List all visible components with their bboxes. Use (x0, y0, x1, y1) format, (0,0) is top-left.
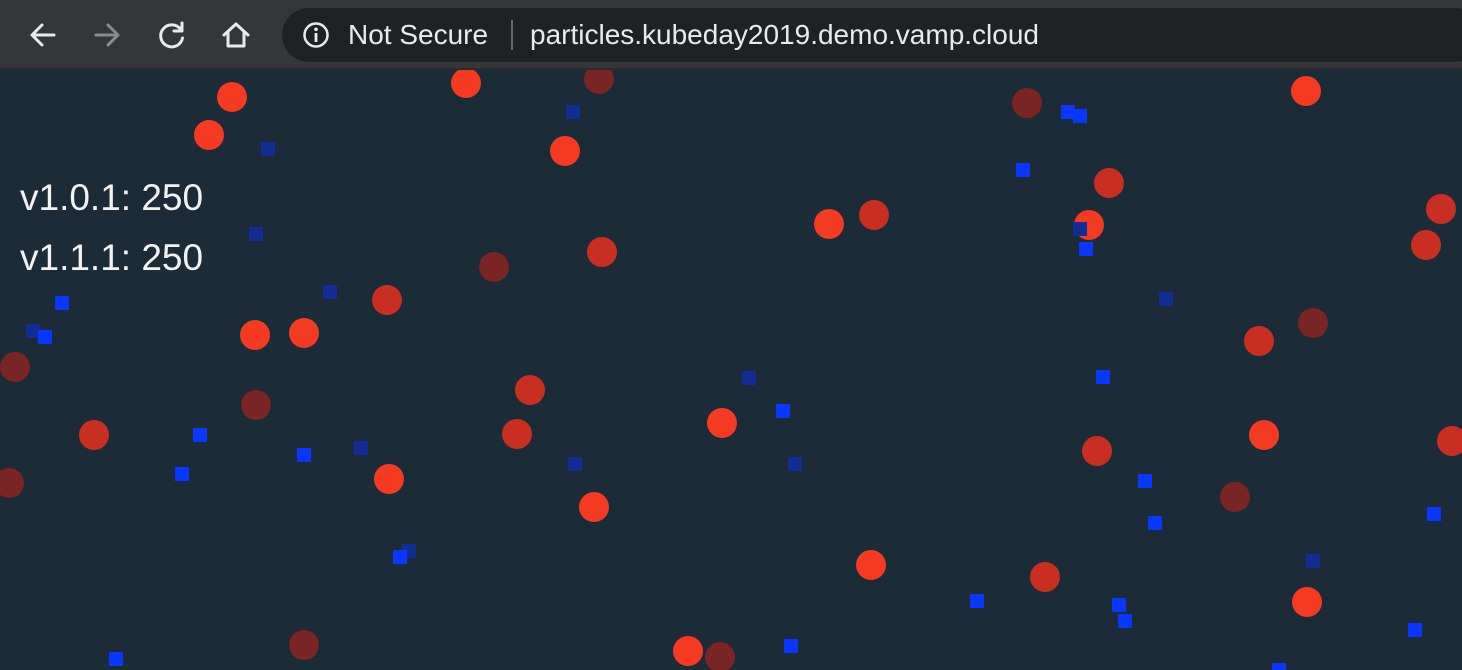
back-button[interactable] (20, 12, 66, 58)
particle-square (1016, 163, 1030, 177)
particle-square (1427, 507, 1441, 521)
particle-square (1408, 623, 1422, 637)
particle-circle (1298, 308, 1328, 338)
particle-square (784, 639, 798, 653)
particle-circle (241, 390, 271, 420)
particle-circle (1030, 562, 1060, 592)
particle-square (297, 448, 311, 462)
home-button[interactable] (213, 12, 259, 58)
security-status-label[interactable]: Not Secure (348, 19, 489, 50)
particle-square (109, 652, 123, 666)
info-icon[interactable] (302, 21, 330, 49)
forward-arrow-icon (94, 23, 120, 47)
particle-circle (1012, 88, 1042, 118)
particle-circle (479, 252, 509, 282)
particle-circle (1244, 326, 1274, 356)
particle-circle (1094, 168, 1124, 198)
particles-svg (0, 70, 1462, 670)
particles-canvas: v1.0.1: 250 v1.1.1: 250 (0, 70, 1462, 670)
particle-square (1306, 554, 1320, 568)
particle-circle (705, 642, 735, 670)
particle-circle (372, 285, 402, 315)
home-icon (222, 22, 250, 48)
particle-circle (859, 200, 889, 230)
particle-circle (1291, 76, 1321, 106)
particle-circle (289, 630, 319, 660)
particle-square (568, 457, 582, 471)
browser-toolbar: Not Secure particles.kubeday2019.demo.va… (0, 0, 1462, 70)
particle-circle (451, 70, 481, 98)
particle-circle (587, 237, 617, 267)
particle-square (55, 296, 69, 310)
particle-circle (502, 419, 532, 449)
particle-circle (579, 492, 609, 522)
version-counter-v1-0-1: v1.0.1: 250 (20, 177, 204, 218)
particle-square (1159, 292, 1173, 306)
particle-square (776, 404, 790, 418)
reload-icon (159, 21, 184, 49)
particle-square (38, 330, 52, 344)
particle-circle (1082, 436, 1112, 466)
address-bar-divider (511, 20, 513, 50)
particle-square (354, 441, 368, 455)
particle-square (175, 467, 189, 481)
address-bar[interactable]: Not Secure particles.kubeday2019.demo.va… (282, 8, 1462, 62)
particle-circle (289, 318, 319, 348)
particle-circle (584, 70, 614, 94)
particle-circle (0, 468, 24, 498)
particle-circle (1249, 420, 1279, 450)
forward-button[interactable] (84, 12, 130, 58)
particle-square (1138, 474, 1152, 488)
particle-circle (707, 408, 737, 438)
particle-square (26, 324, 40, 338)
particle-square (193, 428, 207, 442)
particle-circle (550, 136, 580, 166)
particle-square (788, 457, 802, 471)
particle-square (1096, 370, 1110, 384)
particle-square (1061, 105, 1075, 119)
particle-circle (0, 352, 30, 382)
particle-circle (1292, 587, 1322, 617)
particle-circle (79, 420, 109, 450)
particle-square (323, 285, 337, 299)
particle-circle (240, 320, 270, 350)
particle-square (970, 594, 984, 608)
particle-square (1073, 109, 1087, 123)
particle-square (1073, 222, 1087, 236)
particle-circle (814, 209, 844, 239)
particle-square (566, 105, 580, 119)
particle-circle (673, 636, 703, 666)
particle-circle (515, 375, 545, 405)
back-arrow-icon (30, 23, 56, 47)
particle-square (249, 227, 263, 241)
particle-square (261, 142, 275, 156)
particle-circle (217, 82, 247, 112)
particle-square (393, 550, 407, 564)
particle-square (742, 371, 756, 385)
reload-button[interactable] (149, 12, 195, 58)
version-counter-v1-1-1: v1.1.1: 250 (20, 237, 204, 278)
particle-circle (374, 464, 404, 494)
particle-square (1118, 614, 1132, 628)
particle-square (1112, 598, 1126, 612)
particle-circle (1437, 426, 1462, 456)
url-text[interactable]: particles.kubeday2019.demo.vamp.cloud (530, 19, 1039, 50)
particle-square (1272, 663, 1286, 670)
particle-circle (1426, 194, 1456, 224)
particle-circle (1411, 230, 1441, 260)
particle-circle (856, 550, 886, 580)
particle-circle (194, 120, 224, 150)
particle-square (1148, 516, 1162, 530)
particle-square (1079, 242, 1093, 256)
particle-circle (1220, 482, 1250, 512)
